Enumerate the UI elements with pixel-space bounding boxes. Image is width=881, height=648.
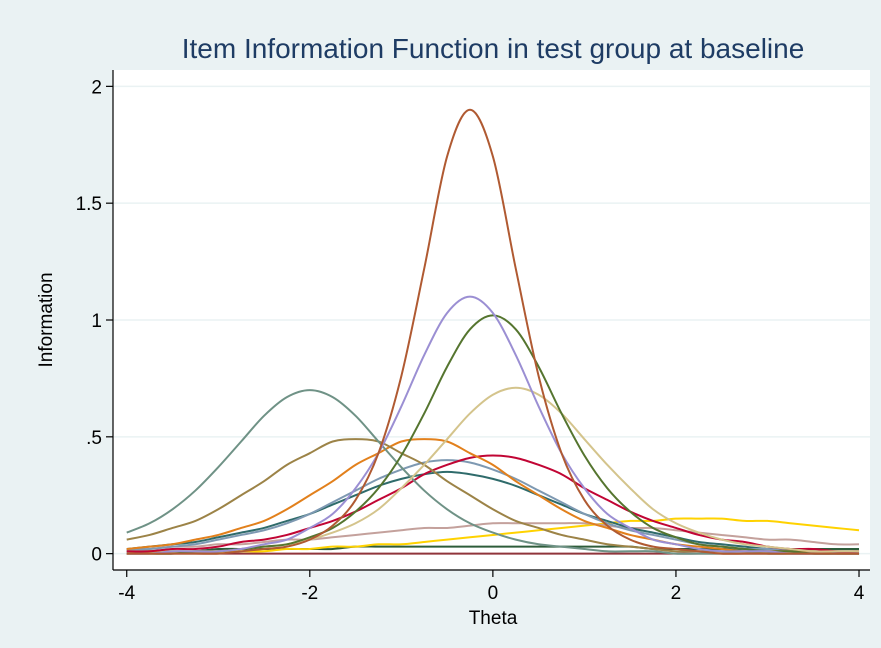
series-line: [126, 454, 860, 553]
series-line: [126, 108, 860, 555]
y-tick-label: 0: [91, 545, 102, 566]
x-tick-label: 0: [488, 583, 499, 604]
y-axis-label: Information: [36, 272, 57, 367]
series-line: [126, 522, 860, 551]
x-tick-label: 2: [671, 583, 682, 604]
y-tick-label: 2: [91, 77, 102, 98]
lines: [126, 108, 860, 555]
x-axis-label: Theta: [469, 608, 518, 629]
y-tick-label: 1.5: [76, 194, 102, 215]
series-line: [126, 470, 860, 553]
series-line: [126, 295, 860, 555]
ticks: 0 .5 1 1.5 2 -4 -2 0 2 4: [76, 77, 865, 604]
x-tick-label: 4: [854, 583, 865, 604]
y-tick-label: 1: [91, 311, 102, 332]
x-tick-label: -2: [301, 583, 318, 604]
chart-title: Item Information Function in test group …: [182, 33, 805, 64]
x-tick-label: -4: [118, 583, 135, 604]
y-tick-label: .5: [86, 428, 102, 449]
